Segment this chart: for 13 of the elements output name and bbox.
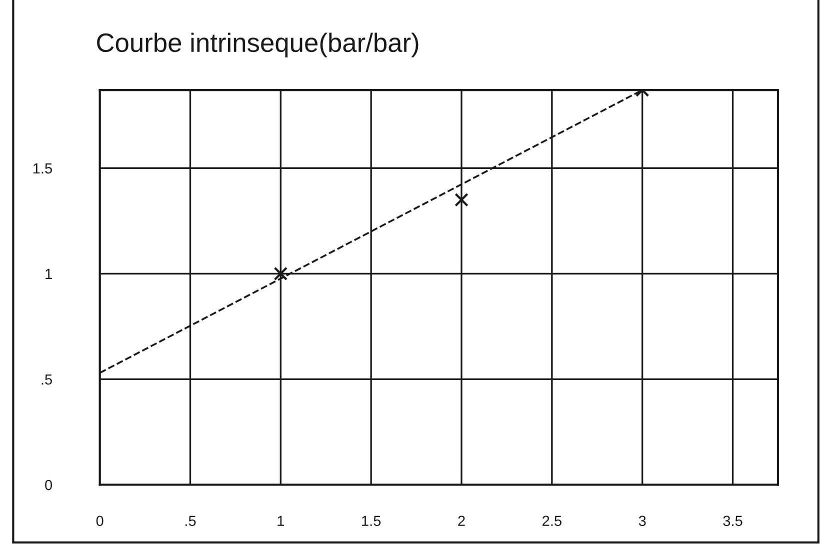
- y-tick-label: 1.5: [33, 163, 52, 174]
- x-tick-label: 2: [458, 516, 465, 526]
- x-tick-label: 3: [638, 516, 646, 526]
- x-tick-label: 3.5: [723, 516, 742, 526]
- y-tick-label: 0: [45, 480, 52, 490]
- x-tick-label: 2.5: [542, 516, 562, 526]
- x-tick-label: 0: [96, 516, 104, 526]
- x-tick-label: 1.5: [362, 516, 381, 526]
- y-tick-label: 1: [46, 268, 52, 279]
- x-tick-label: 1: [278, 516, 284, 526]
- x-tick-label: .5: [185, 516, 196, 526]
- chart-title: Courbe intrinseque(bar/bar): [97, 32, 418, 58]
- y-tick-label: .5: [42, 374, 52, 385]
